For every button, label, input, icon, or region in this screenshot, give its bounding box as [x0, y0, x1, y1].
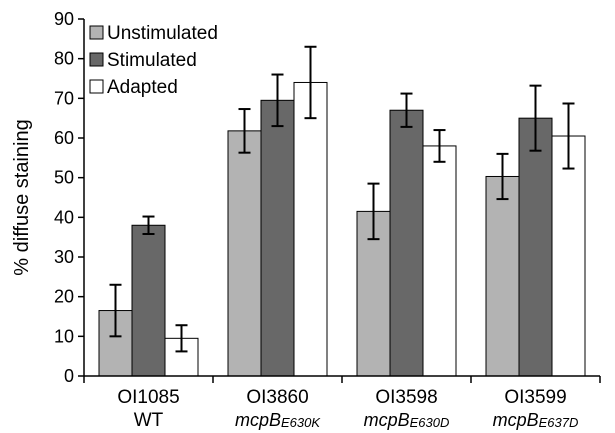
category-sublabel-1: WT — [134, 410, 164, 431]
plot-area — [98, 45, 586, 377]
bar-unstimulated-4 — [485, 175, 520, 377]
category-label-1: OI1085 — [117, 387, 179, 408]
y-tick-label-30: 30 — [54, 247, 74, 267]
y-tick-label-60: 60 — [54, 128, 74, 148]
y-tick-label-20: 20 — [54, 287, 74, 307]
legend-label-unstimulated: Unstimulated — [107, 23, 218, 44]
legend-swatch-adapted — [89, 79, 104, 94]
y-tick-label-50: 50 — [54, 168, 74, 188]
y-axis-title: % diffuse staining — [11, 119, 33, 275]
legend-swatch-stimulated — [89, 52, 104, 67]
axes: 0102030405060708090OI1085WTOI3860mcpBE63… — [11, 9, 601, 431]
bar-adapted-3 — [422, 145, 457, 377]
y-tick-label-90: 90 — [54, 9, 74, 29]
category-label-3: OI3598 — [375, 387, 437, 408]
category-sublabel-3: mcpBE630D — [364, 410, 450, 430]
legend-label-adapted: Adapted — [107, 77, 178, 98]
y-tick-label-0: 0 — [64, 366, 74, 386]
bar-unstimulated-2 — [227, 130, 262, 377]
category-label-4: OI3599 — [504, 387, 566, 408]
y-tick-label-80: 80 — [54, 49, 74, 69]
legend-label-stimulated: Stimulated — [107, 50, 197, 71]
bar-stimulated-4 — [518, 117, 553, 377]
y-tick-label-70: 70 — [54, 88, 74, 108]
y-tick-label-40: 40 — [54, 207, 74, 227]
bar-adapted-2 — [293, 81, 328, 377]
legend-swatch-unstimulated — [89, 25, 104, 40]
bar-adapted-4 — [551, 135, 586, 377]
legend: Unstimulated Stimulated Adapted — [89, 23, 218, 98]
category-sublabel-4: mcpBE637D — [493, 410, 579, 430]
y-tick-label-10: 10 — [54, 326, 74, 346]
bar-stimulated-2 — [260, 99, 295, 377]
category-label-2: OI3860 — [246, 387, 308, 408]
bar-stimulated-1 — [131, 224, 166, 377]
category-sublabel-2: mcpBE630K — [235, 410, 321, 430]
bar-stimulated-3 — [389, 109, 424, 377]
